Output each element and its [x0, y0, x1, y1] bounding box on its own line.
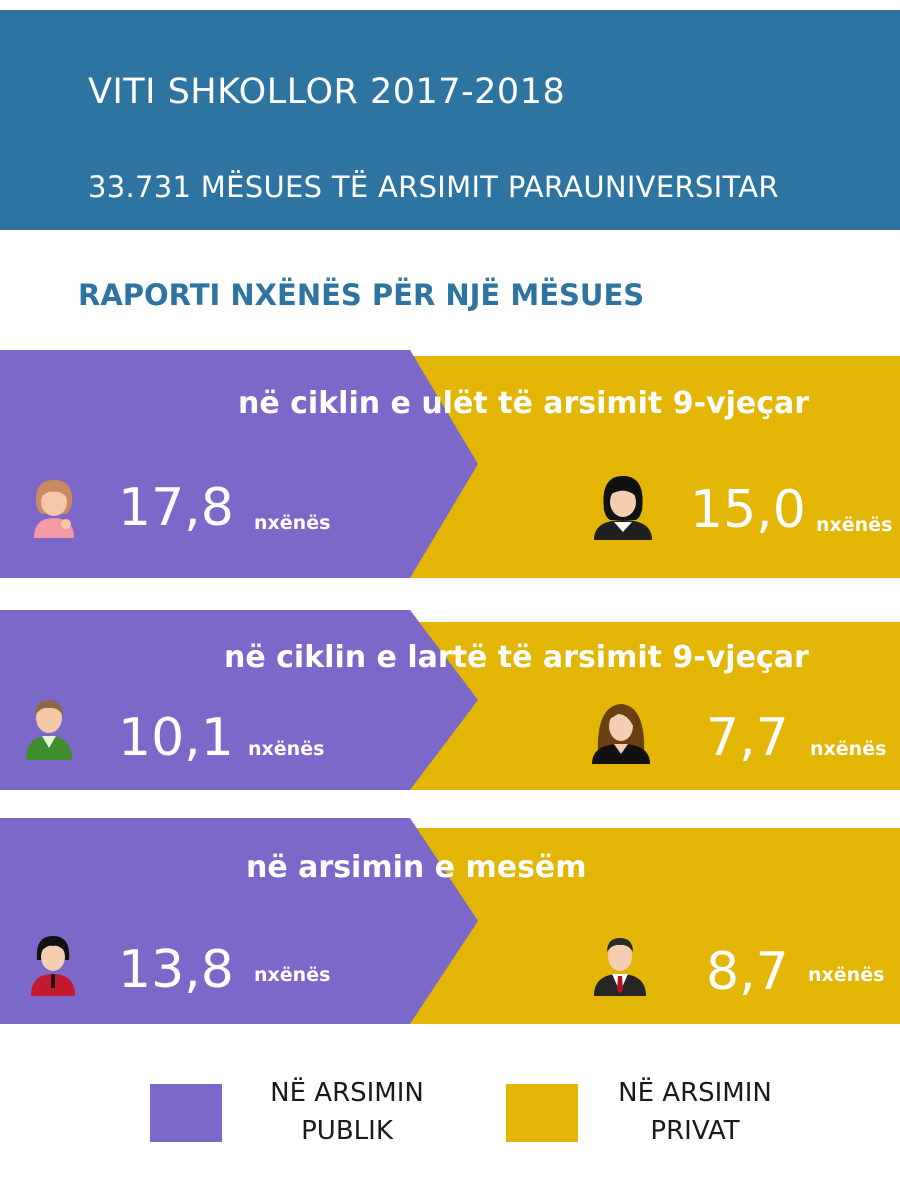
band-title: në arsimin e mesëm: [246, 850, 587, 885]
private-value: 7,7: [706, 708, 789, 768]
band-shapes: [0, 610, 900, 790]
private-unit: nxënës: [808, 964, 885, 986]
legend-private-line2: PRIVAT: [650, 1116, 740, 1146]
public-value: 13,8: [118, 940, 234, 1000]
public-arrow: [0, 610, 478, 790]
woman-long-hair-icon: [592, 704, 650, 764]
private-unit: nxënës: [816, 514, 893, 536]
private-value: 8,7: [706, 942, 789, 1002]
teacher-count: 33.731 MËSUES TË ARSIMIT PARAUNIVERSITAR: [88, 170, 779, 204]
public-unit: nxënës: [254, 964, 331, 986]
band-title: në ciklin e ulët të arsimit 9-vjeçar: [238, 386, 810, 421]
woman-dark-hair-icon: [594, 476, 652, 540]
legend-private-line1: NË ARSIMIN: [618, 1078, 772, 1108]
legend-public-label: NË ARSIMIN PUBLIK: [252, 1074, 442, 1150]
public-value: 17,8: [118, 478, 234, 538]
band-secondary: në arsimin e mesëm 13,8 nxënës 8,7 nxënë…: [0, 818, 900, 1024]
band-lower-cycle: në ciklin e ulët të arsimit 9-vjeçar 17,…: [0, 350, 900, 578]
public-unit: nxënës: [248, 738, 325, 760]
band-title: në ciklin e lartë të arsimit 9-vjeçar: [224, 640, 809, 675]
legend-private-label: NË ARSIMIN PRIVAT: [600, 1074, 790, 1150]
public-value: 10,1: [118, 708, 234, 768]
school-year-title: VITI SHKOLLOR 2017-2018: [88, 72, 566, 112]
legend-public-line2: PUBLIK: [301, 1116, 393, 1146]
band-upper-cycle: në ciklin e lartë të arsimit 9-vjeçar 10…: [0, 610, 900, 790]
private-unit: nxënës: [810, 738, 887, 760]
section-title: RAPORTI NXËNËS PËR NJË MËSUES: [78, 278, 645, 312]
band-shapes: [0, 818, 900, 1024]
public-arrow: [0, 818, 478, 1024]
legend-public-line1: NË ARSIMIN: [270, 1078, 424, 1108]
private-background: [410, 622, 900, 790]
private-background: [410, 828, 900, 1024]
student-girl-icon: [31, 936, 75, 996]
header-banner: VITI SHKOLLOR 2017-2018 33.731 MËSUES TË…: [0, 10, 900, 230]
boy-icon: [26, 700, 72, 760]
legend-private-swatch: [506, 1084, 578, 1142]
private-value: 15,0: [690, 480, 806, 540]
girl-icon: [34, 480, 74, 538]
legend-public-swatch: [150, 1084, 222, 1142]
public-arrow: [0, 350, 478, 578]
private-background: [410, 356, 900, 578]
businessman-icon: [594, 938, 646, 996]
public-unit: nxënës: [254, 512, 331, 534]
band-shapes: [0, 350, 900, 578]
